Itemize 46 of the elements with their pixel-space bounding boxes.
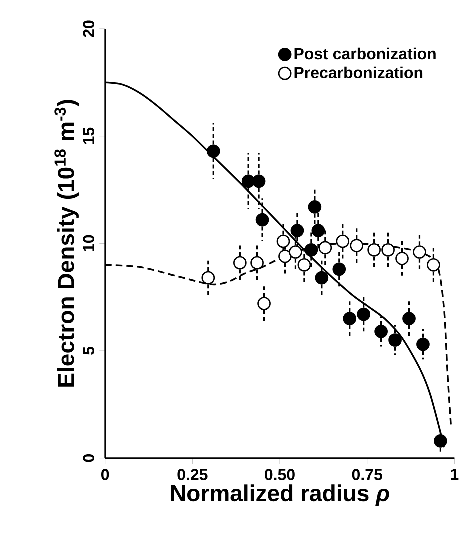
point (276, 234, 290, 248)
x-tick-label: 0.25 (178, 469, 208, 480)
x-axis-title: Normalized radius ρ (172, 484, 390, 506)
point (382, 243, 395, 257)
point (396, 252, 409, 266)
point (350, 239, 364, 252)
y-tick-label: 15 (83, 128, 95, 144)
point (368, 243, 381, 257)
point (202, 271, 216, 285)
point (434, 434, 448, 448)
x-tick-label: 1 (451, 469, 459, 480)
y-tick-label: 20 (83, 20, 95, 38)
point (315, 271, 329, 285)
point (256, 213, 270, 227)
point (413, 246, 426, 259)
point (304, 243, 318, 257)
point (312, 224, 326, 238)
point (318, 241, 332, 255)
point (298, 258, 312, 272)
y-tick-label: 10 (83, 235, 95, 252)
point (278, 250, 292, 264)
point (206, 144, 220, 158)
point (402, 312, 416, 326)
x-tick-label: 0.75 (352, 469, 382, 480)
point (252, 174, 266, 188)
point (357, 308, 371, 322)
point (258, 297, 271, 310)
y-axis-title: Electron Density (10$^{18}$ m$^{-3}$) (54, 100, 79, 387)
point (290, 224, 304, 238)
point (427, 258, 440, 272)
legend-label: Precarbonization (294, 66, 423, 79)
point (332, 262, 346, 276)
y-tick-label: 5 (83, 347, 95, 355)
point (343, 312, 357, 326)
point (336, 234, 350, 248)
legend-label: Post carbonization (294, 48, 436, 60)
x-tick-label: 0.50 (265, 469, 295, 480)
y-tick-label: 0 (83, 454, 95, 462)
point (388, 334, 402, 347)
point (374, 325, 388, 338)
point (250, 256, 264, 270)
point (234, 256, 247, 270)
point (416, 338, 430, 352)
x-tick-label: 0 (102, 469, 110, 480)
point (289, 246, 302, 259)
point (308, 200, 322, 214)
